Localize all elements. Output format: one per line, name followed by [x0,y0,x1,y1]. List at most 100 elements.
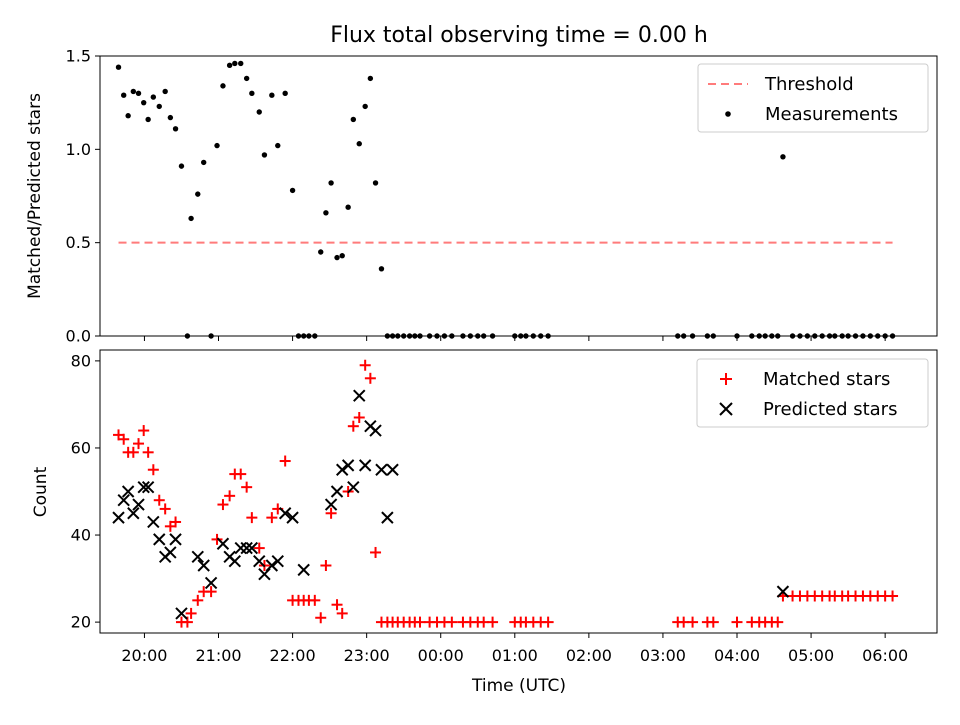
measurement-point [256,109,262,115]
legend-measurements-swatch [725,111,731,117]
measurement-point [867,333,874,339]
matched-point [217,499,229,511]
matched-point [185,607,197,619]
measurement-point [400,333,407,339]
predicted-point [112,511,125,524]
measurement-point [145,116,151,123]
matched-point [414,616,426,628]
measurement-point [689,333,696,339]
measurement-point [775,333,781,339]
ratio-legend: Threshold Measurements [697,63,929,133]
count-ytick-label: 20 [71,613,91,632]
matched-point [325,507,337,519]
measurement-point [797,333,803,339]
matched-point [170,516,182,528]
count-xtick-label: 06:00 [862,646,908,665]
measurement-point [389,333,396,339]
measurement-point [115,64,122,70]
matched-point [118,433,130,445]
predicted-point [271,554,284,568]
predicted-point [265,559,279,572]
matched-point [235,468,247,480]
measurement-point [289,187,296,194]
measurement-point [489,333,496,339]
measurement-point [412,333,418,339]
count-ytick-label: 80 [71,351,91,370]
predicted-point [137,480,150,494]
legend-predicted-label: Predicted stars [763,399,897,420]
matched-point [133,438,145,450]
predicted-point [216,537,230,550]
ratio-legend-box [697,63,929,133]
measurement-point [769,333,775,339]
matched-point [279,455,291,467]
measurement-point [172,126,179,132]
measurement-point [275,142,281,149]
measurement-points [115,60,896,339]
predicted-point [330,485,344,498]
matched-point [205,586,217,598]
matched-point [359,359,371,371]
count-xtick-label: 04:00 [714,646,760,665]
count-panel: 20 40 60 80 20:00 21:00 22:00 23:00 00:00 01:00 0… [31,349,938,696]
measurement-point [826,333,833,339]
matched-point [487,616,499,628]
ratio-ytick-label: 0.5 [66,233,91,252]
measurement-point [150,94,157,100]
predicted-point [347,480,360,494]
measurement-point [523,333,529,339]
measurement-point [220,83,226,89]
count-xtick-label: 05:00 [788,646,834,665]
measurement-point [860,333,866,339]
measurement-point [350,116,357,123]
chart-title: Flux total observing time = 0.00 h [330,23,708,48]
ratio-ytick-label: 1.0 [66,140,91,159]
measurement-point [710,333,717,339]
measurement-point [214,142,220,149]
measurement-point [362,103,368,110]
predicted-point [127,507,140,520]
measurement-point [167,114,174,121]
ratio-ytick-label: 1.5 [66,47,91,66]
measurement-point [323,210,329,216]
predicted-point [381,511,394,524]
count-y-axis: 20 40 60 80 [71,351,100,632]
predicted-point [117,494,130,507]
measurement-point [852,333,859,339]
x-axis-label: Time (UTC) [471,676,566,696]
measurement-point [378,266,385,272]
measurement-point [243,75,250,82]
predicted-point [191,550,204,564]
count-legend: Matched stars Predicted stars [696,358,929,428]
legend-matched-swatch [720,373,732,385]
ratio-y-axis-label: Matched/Predicted stars [25,93,45,299]
measurement-point [789,333,796,339]
measurement-point [269,92,275,98]
measurement-point [734,333,740,339]
matched-point [336,607,348,619]
predicted-point [121,485,135,498]
predicted-point [324,498,338,511]
measurement-point [162,88,168,95]
measurement-point [426,333,433,339]
predicted-point [278,507,292,520]
measurement-point [339,253,345,259]
measurement-point [518,333,524,339]
predicted-point [153,533,166,546]
matched-point [211,533,223,545]
legend-threshold-label: Threshold [764,74,854,95]
predicted-point [132,498,145,511]
matched-point [153,494,165,506]
count-xtick-label: 23:00 [344,646,390,665]
predicted-point [197,559,210,572]
matched-point [446,616,458,628]
measurement-point [300,333,307,339]
matched-point [127,446,139,458]
predicted-point [358,459,372,472]
matched-point [347,420,359,432]
count-plot-area [99,349,938,634]
predicted-points [112,389,790,620]
measurement-point [538,333,544,339]
measurement-point [756,333,762,339]
